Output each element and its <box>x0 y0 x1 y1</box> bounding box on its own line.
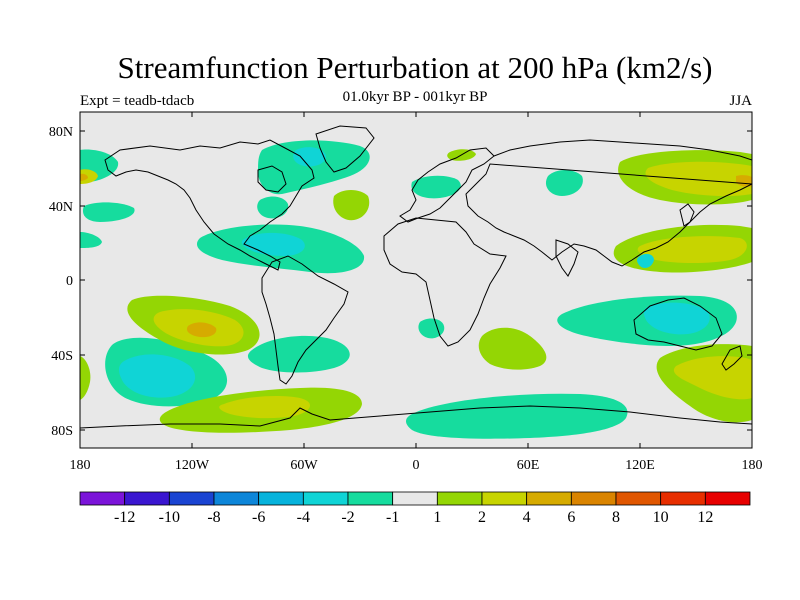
colorbar-label: 12 <box>697 509 713 526</box>
contour-antarctic-neg2 <box>406 393 628 439</box>
lat-ticks <box>80 130 752 431</box>
contour-siberia-pos4 <box>645 161 752 197</box>
lon-label-60e: 60E <box>517 458 540 473</box>
coast-new-zealand <box>721 345 743 371</box>
coast-greenland <box>315 125 375 173</box>
coast-japan <box>679 203 695 227</box>
colorbar-label: -8 <box>207 509 220 526</box>
contour-north-pacific-neg2 <box>82 202 135 222</box>
lon-label-180w: 180 <box>70 458 91 473</box>
contour-tropical-west-edge <box>80 232 102 248</box>
colorbar-label: 4 <box>523 509 531 526</box>
colorbar-box <box>436 491 483 506</box>
season-label: JJA <box>729 93 752 109</box>
contour-russia-neg2 <box>545 170 583 196</box>
coast-south-america <box>261 255 349 385</box>
experiment-label: Expt = teadb-tdacb <box>80 93 195 109</box>
coast-asia <box>465 139 752 267</box>
colorbar-box <box>213 491 260 506</box>
contour-south-pacific-neg4 <box>118 354 196 398</box>
lat-label-40s: 40S <box>51 349 73 364</box>
colorbar-box <box>302 491 349 506</box>
lat-label-80s: 80S <box>51 424 73 439</box>
chart-title: Streamfunction Perturbation at 200 hPa (… <box>117 50 713 85</box>
lon-ticks <box>191 112 641 448</box>
lat-label-40n: 40N <box>49 200 73 215</box>
contour-south-america-neg2 <box>247 335 350 373</box>
colorbar-box <box>660 491 706 506</box>
contour-australia-neg4 <box>643 302 710 335</box>
coastlines <box>80 125 752 429</box>
colorbar-box <box>704 491 751 506</box>
lat-label-80n: 80N <box>49 125 73 140</box>
colorbar-box <box>526 491 572 506</box>
contour-nz-pos4 <box>673 356 752 400</box>
lat-labels: 80N 40N 0 40S 80S <box>49 125 73 439</box>
contour-drake-pos4 <box>219 396 311 419</box>
colorbar-label: -1 <box>386 509 399 526</box>
contour-fields <box>80 140 752 439</box>
lon-labels: 180 120W 60W 0 60E 120E 180 <box>70 458 763 473</box>
coast-australia <box>633 297 723 351</box>
contour-south-west-edge <box>80 356 91 400</box>
lon-label-180e: 180 <box>742 458 763 473</box>
colorbar-label: 1 <box>433 509 441 526</box>
coast-north-america <box>104 139 315 271</box>
contour-europe-neg2 <box>411 175 461 199</box>
lon-label-120e: 120E <box>625 458 655 473</box>
colorbar-box <box>79 491 126 506</box>
contour-atlantic-pos2 <box>333 190 370 221</box>
contour-west-edge-pos <box>80 169 98 184</box>
colorbar-box <box>347 491 394 506</box>
coast-antarctica <box>80 405 752 429</box>
contour-west-edge-pos-inner <box>80 173 88 181</box>
colorbar-label: -4 <box>297 509 310 526</box>
period-label: 01.0kyr BP - 001kyr BP <box>342 89 488 105</box>
colorbar-box <box>168 491 215 506</box>
colorbar-box <box>124 491 170 506</box>
colorbar-box <box>481 491 528 506</box>
contour-south-pacific-pos6 <box>186 322 217 338</box>
colorbar-label: -12 <box>114 509 135 526</box>
colorbar: -12 -10 -8 -6 -4 -2 -1 1 2 4 6 8 10 12 <box>79 491 751 526</box>
contour-canada-neg4 <box>293 147 326 167</box>
colorbar-label: -6 <box>252 509 265 526</box>
colorbar-box <box>615 491 662 506</box>
coast-hudson-bay <box>257 165 287 193</box>
contour-us-east-neg2 <box>257 196 289 219</box>
colorbar-box <box>570 491 617 506</box>
contour-africa-neg2 <box>418 318 445 339</box>
colorbar-label: 8 <box>612 509 620 526</box>
lon-label-120w: 120W <box>175 458 210 473</box>
lon-label-60w: 60W <box>290 458 318 473</box>
lat-label-0: 0 <box>66 274 73 289</box>
colorbar-label: -10 <box>159 509 180 526</box>
colorbar-label: 2 <box>478 509 486 526</box>
colorbar-label: 6 <box>567 509 575 526</box>
contour-nw-pacific-pos4 <box>637 236 747 263</box>
colorbar-label: -2 <box>341 509 354 526</box>
lon-label-0: 0 <box>413 458 420 473</box>
colorbar-box <box>392 491 438 506</box>
contour-canada-neg2 <box>258 140 370 195</box>
coast-india <box>555 239 579 277</box>
contour-philippine-neg <box>637 253 654 268</box>
contour-madagascar-pos2 <box>478 327 547 370</box>
colorbar-box <box>258 491 304 506</box>
coast-africa <box>383 217 507 347</box>
colorbar-label: 10 <box>653 509 669 526</box>
